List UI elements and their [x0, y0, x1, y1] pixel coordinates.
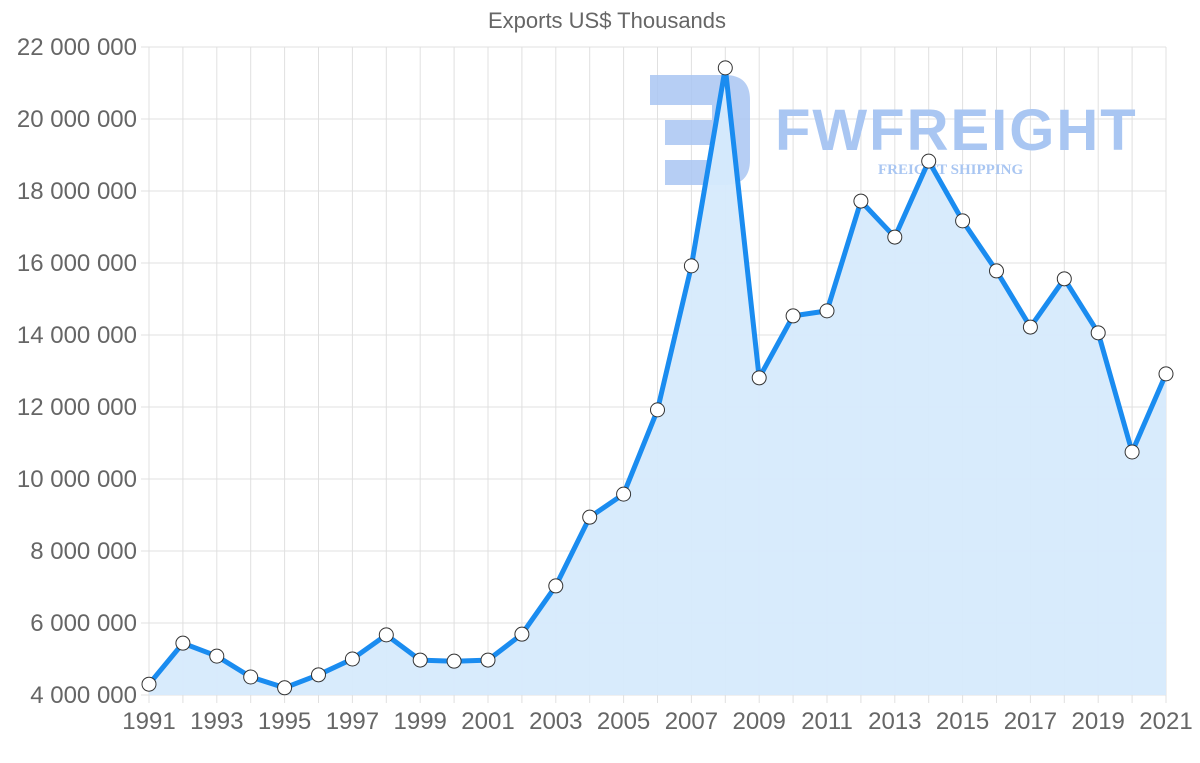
x-tick-label: 2017	[1004, 708, 1057, 735]
x-tick-label: 1993	[190, 708, 243, 735]
y-tick-label: 8 000 000	[30, 538, 137, 565]
y-tick-label: 18 000 000	[17, 178, 137, 205]
y-tick-label: 6 000 000	[30, 610, 137, 637]
chart-title: Exports US$ Thousands	[487, 8, 727, 33]
data-point-2000[interactable]	[446, 653, 462, 669]
data-point-2012[interactable]	[853, 193, 869, 209]
y-tick-label: 20 000 000	[17, 106, 137, 133]
data-point-2017[interactable]	[1022, 319, 1038, 335]
data-point-2014[interactable]	[921, 153, 937, 169]
data-point-2005[interactable]	[616, 486, 632, 502]
data-point-1998[interactable]	[378, 627, 394, 643]
watermark-brand: FWFREIGHT	[775, 98, 1138, 163]
data-point-2008[interactable]	[717, 60, 733, 76]
data-point-2021[interactable]	[1158, 366, 1174, 382]
watermark-tagline: FREIGHT SHIPPING	[878, 162, 1023, 178]
data-point-2016[interactable]	[989, 263, 1004, 279]
data-point-2002[interactable]	[514, 626, 530, 642]
x-tick-label: 2013	[868, 708, 921, 735]
x-tick-label: 2007	[665, 708, 718, 735]
data-point-2001[interactable]	[480, 652, 496, 668]
x-tick-label: 2015	[936, 708, 989, 735]
x-tick-label: 2019	[1072, 708, 1125, 735]
data-point-2015[interactable]	[955, 213, 971, 229]
x-tick-label: 2003	[529, 708, 582, 735]
data-point-1991[interactable]	[141, 676, 157, 692]
data-point-2009[interactable]	[751, 370, 767, 386]
data-point-1996[interactable]	[311, 667, 326, 683]
y-tick-label: 10 000 000	[17, 466, 137, 493]
x-tick-label: 2011	[801, 708, 853, 735]
x-tick-label: 2021	[1139, 708, 1192, 735]
data-point-2006[interactable]	[650, 402, 665, 418]
y-axis-labels: 4 000 000 6 000 000 8 000 000 10 000 000 12 …	[17, 34, 137, 709]
data-point-2011[interactable]	[819, 303, 835, 319]
x-tick-label: 2005	[597, 708, 650, 735]
x-tick-label: 1999	[394, 708, 447, 735]
x-tick-label: 1991	[122, 708, 175, 735]
y-tick-label: 4 000 000	[30, 682, 137, 709]
area-fill	[149, 67, 1166, 695]
data-points	[141, 60, 1174, 696]
data-point-1997[interactable]	[344, 651, 360, 667]
y-tick-label: 16 000 000	[17, 250, 137, 277]
x-tick-label: 2001	[461, 708, 514, 735]
data-point-1992[interactable]	[175, 635, 191, 651]
data-point-2003[interactable]	[548, 578, 564, 594]
data-point-2010[interactable]	[785, 308, 801, 324]
x-tick-label: 1995	[258, 708, 311, 735]
data-point-1999[interactable]	[412, 652, 428, 668]
data-point-2020[interactable]	[1124, 444, 1140, 460]
data-point-2013[interactable]	[887, 229, 903, 245]
data-point-2019[interactable]	[1090, 325, 1106, 341]
x-tick-label: 1997	[326, 708, 379, 735]
data-point-2018[interactable]	[1056, 271, 1072, 287]
data-point-2004[interactable]	[582, 509, 598, 525]
y-tick-label: 12 000 000	[17, 394, 137, 421]
x-tick-label: 2009	[733, 708, 786, 735]
x-axis-labels: 1991 1993 1995 1997 1999 2001 2003 2005 2007 2009…	[122, 708, 1192, 735]
y-tick-label: 22 000 000	[17, 34, 137, 61]
data-point-1993[interactable]	[209, 648, 225, 664]
data-point-1994[interactable]	[243, 669, 259, 685]
y-tick-label: 14 000 000	[17, 322, 137, 349]
data-point-1995[interactable]	[277, 680, 293, 696]
data-point-2007[interactable]	[683, 258, 699, 274]
